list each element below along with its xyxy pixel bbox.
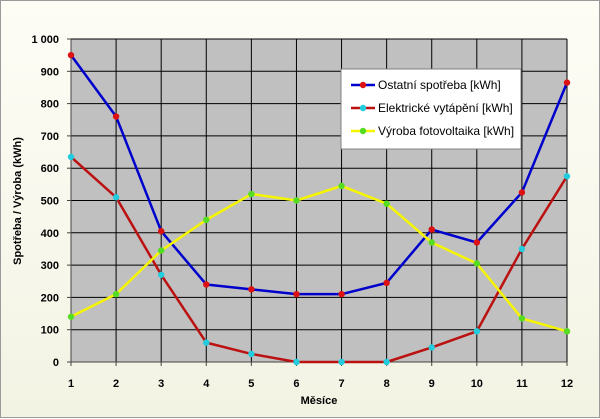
y-tick-label: 300 [41,260,59,272]
x-tick-label: 9 [429,378,435,390]
y-tick-label: 200 [41,292,59,304]
y-tick-label: 900 [41,66,59,78]
x-tick-label: 11 [516,378,528,390]
data-point [428,344,435,351]
data-point [428,239,435,246]
data-point [293,290,300,298]
data-point [112,290,120,298]
data-point [338,182,345,190]
data-point [518,245,526,253]
legend: Ostatní spotřeba [kWh] Elektrické vytápěn… [340,68,522,150]
x-tick-label: 2 [113,378,119,390]
data-point [67,313,75,320]
data-point [293,197,300,204]
legend-marker [359,81,367,89]
x-tick-label: 6 [293,378,299,390]
data-point [563,173,571,180]
y-tick-label: 500 [41,196,59,208]
data-point [338,358,345,366]
data-point [248,350,255,358]
series-line-1 [69,54,569,296]
data-point [383,358,390,366]
legend-marker [359,104,367,112]
data-point [67,153,75,161]
legend-label: Elektrické vytápění [kWh] [378,101,513,115]
data-point [67,51,75,59]
data-point [518,189,526,196]
y-axis-title: Spotřeba / Výroba (kWh) [12,137,24,265]
data-point [112,113,120,120]
x-tick-label: 12 [561,378,573,390]
x-tick-label: 4 [203,378,210,390]
data-point [563,79,571,86]
data-point [203,216,210,224]
y-tick-label: 0 [53,357,59,369]
x-tick-label: 8 [384,378,390,390]
x-tick-label: 1 [68,378,74,390]
data-point [112,194,120,201]
data-point [383,279,390,287]
data-point [248,190,255,198]
x-tick-label: 10 [471,378,483,390]
data-point [338,290,345,298]
data-point [157,247,165,254]
x-tick-label: 5 [248,378,254,390]
x-ticks: 1 2 3 4 5 6 7 8 9 10 11 12 [68,362,573,390]
y-tick-label: 800 [41,99,59,111]
y-tick-label: 100 [41,325,59,337]
data-point [203,339,210,346]
y-tick-label: 400 [41,228,59,240]
data-point [473,328,481,335]
data-point [383,200,390,207]
legend-marker [359,127,367,135]
data-point [248,286,255,293]
data-point [293,358,300,366]
legend-label: Výroba fotovoltaika [kWh] [378,124,514,138]
y-tick-label: 1 000 [31,34,59,46]
data-point [563,328,571,335]
x-tick-label: 7 [338,378,344,390]
data-point [157,227,165,235]
data-point [203,281,210,288]
data-point [473,260,481,267]
data-point [157,271,165,278]
series-line-2 [70,155,569,364]
series [67,51,571,366]
y-tick-label: 600 [41,163,59,175]
y-tick-label: 700 [41,131,59,143]
legend-label: Ostatní spotřeba [kWh] [378,78,501,92]
x-tick-label: 3 [158,378,164,390]
data-point [428,226,435,233]
data-point [473,239,481,246]
x-axis-title: Měsíce [301,395,338,407]
series-line-3 [70,184,568,333]
data-point [518,315,526,322]
y-ticks: 0 100 200 300 400 500 600 700 800 900 1 000 [31,34,71,369]
